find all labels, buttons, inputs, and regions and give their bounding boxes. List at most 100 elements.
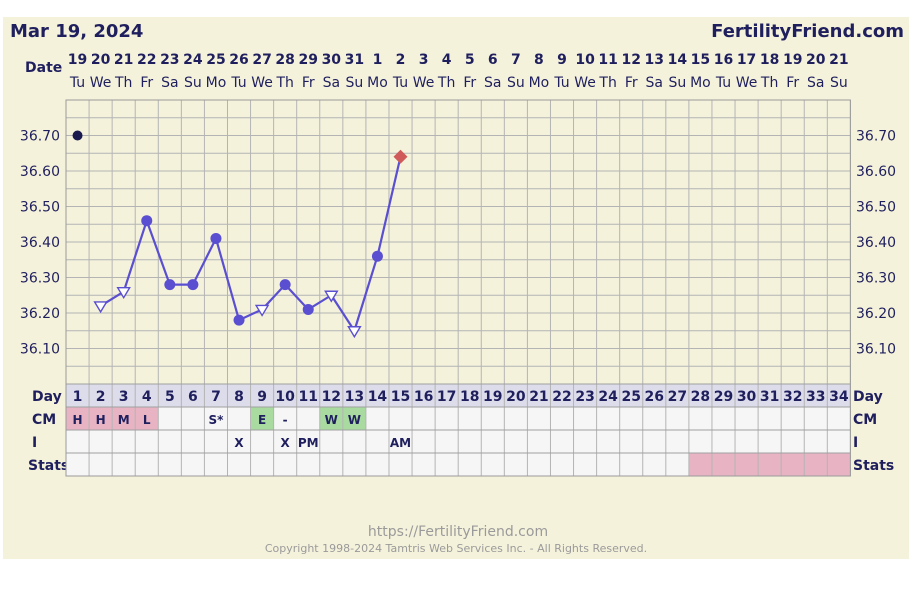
footer-copyright: Copyright 1998-2024 Tamtris Web Services… <box>265 542 647 555</box>
weekday-label: Su <box>830 75 848 91</box>
weekday-label: Su <box>184 75 202 91</box>
cycle-day-label: 23 <box>575 389 594 405</box>
day-cell <box>412 384 436 407</box>
obs-cell <box>504 407 528 476</box>
stats-row-label-left: Stats <box>28 458 69 474</box>
y-tick-label-right: 36.60 <box>856 164 896 180</box>
date-label: 21 <box>114 52 133 68</box>
date-label: 26 <box>229 52 248 68</box>
site-name[interactable]: FertilityFriend.com <box>711 21 904 42</box>
obs-cell <box>619 407 643 476</box>
date-label: 30 <box>322 52 342 68</box>
temp-point-open <box>254 304 270 317</box>
footer-url[interactable]: https://FertilityFriend.com <box>368 524 548 540</box>
day-cell <box>181 384 205 407</box>
day-cell <box>435 384 459 407</box>
stats-cell-fill <box>804 453 828 476</box>
obs-cell <box>273 407 297 476</box>
chart-border <box>65 99 851 477</box>
cycle-day-label: 33 <box>806 389 825 405</box>
cm-entry: - <box>283 413 288 427</box>
date-label: 24 <box>183 52 203 68</box>
cycle-day-label: 29 <box>714 389 733 405</box>
y-tick-label-left: 36.40 <box>20 235 60 251</box>
cm-entry: L <box>143 413 151 427</box>
cm-cell-fill <box>112 407 136 430</box>
temp-point <box>371 250 383 262</box>
date-label: 25 <box>206 52 225 68</box>
day-cell <box>665 384 689 407</box>
cm-cell-fill <box>66 407 90 430</box>
day-cell <box>227 384 251 407</box>
day-cell <box>758 384 782 407</box>
y-tick-label-left: 36.10 <box>20 342 60 358</box>
date-label: 11 <box>598 52 617 68</box>
obs-cell <box>296 407 320 476</box>
weekday-label: We <box>736 75 758 91</box>
day-cell <box>250 384 274 407</box>
date-label: 29 <box>298 52 317 68</box>
cycle-day-label: 22 <box>552 389 571 405</box>
cycle-day-label: 1 <box>73 389 83 405</box>
cm-entry: S* <box>208 413 224 427</box>
day-cell <box>619 384 643 407</box>
date-label: 6 <box>488 52 498 68</box>
date-label: 12 <box>621 52 640 68</box>
cm-row-label-left: CM <box>32 412 56 428</box>
weekday-label: Sa <box>807 75 824 91</box>
i-row-label-left: I <box>32 435 37 451</box>
day-row-label-right: Day <box>853 389 883 405</box>
weekday-label: Mo <box>367 75 388 91</box>
date-label: 3 <box>419 52 429 68</box>
weekday-label: Tu <box>392 75 408 91</box>
stats-cell-fill <box>827 453 851 476</box>
weekday-label: Tu <box>553 75 569 91</box>
cm-entry: H <box>73 413 83 427</box>
day-cell <box>273 384 297 407</box>
day-cell <box>642 384 666 407</box>
i-entry: AM <box>390 436 411 450</box>
weekday-label: Su <box>507 75 525 91</box>
day-cell <box>688 384 712 407</box>
obs-cell <box>204 407 228 476</box>
obs-cell <box>642 407 666 476</box>
weekday-label: We <box>413 75 435 91</box>
obs-cell <box>181 407 205 476</box>
temp-point-open <box>324 290 339 303</box>
i-entry: X <box>234 436 244 450</box>
obs-cell <box>412 407 436 476</box>
cycle-day-label: 19 <box>483 389 502 405</box>
date-label: 23 <box>160 52 179 68</box>
weekday-label: We <box>574 75 596 91</box>
cycle-day-label: 16 <box>414 389 433 405</box>
date-label: 5 <box>465 52 475 68</box>
y-tick-label-right: 36.70 <box>856 129 896 145</box>
temp-point <box>72 130 83 141</box>
i-entry: PM <box>298 436 319 450</box>
weekday-label: Sa <box>484 75 501 91</box>
day-cell <box>158 384 182 407</box>
weekday-label: Fr <box>302 75 315 91</box>
y-tick-label-left: 36.20 <box>20 306 60 322</box>
obs-cell <box>158 407 182 476</box>
day-cell <box>550 384 574 407</box>
cycle-day-label: 5 <box>165 389 175 405</box>
date-label: 16 <box>714 52 733 68</box>
date-label: 31 <box>345 52 364 68</box>
y-tick-label-right: 36.40 <box>856 235 896 251</box>
weekday-label: Th <box>275 75 293 91</box>
cycle-day-label: 11 <box>298 389 317 405</box>
date-label: 9 <box>557 52 567 68</box>
weekday-label: We <box>90 75 112 91</box>
cycle-day-label: 31 <box>760 389 779 405</box>
weekday-label: Th <box>437 75 455 91</box>
y-tick-label-left: 36.30 <box>20 271 60 287</box>
date-label: 1 <box>373 52 383 68</box>
day-cell <box>319 384 343 407</box>
temperature-line <box>100 156 402 332</box>
weekday-label: Sa <box>323 75 340 91</box>
date-label: 8 <box>534 52 544 68</box>
observation-rows: 1 2 3 4 5 6 7 8 9 10 11 12 13 14 15 16 17 18 19 20 21 22 23 24 2… <box>73 389 849 450</box>
y-tick-label-left: 36.60 <box>20 164 60 180</box>
y-tick-label-right: 36.10 <box>856 342 896 358</box>
